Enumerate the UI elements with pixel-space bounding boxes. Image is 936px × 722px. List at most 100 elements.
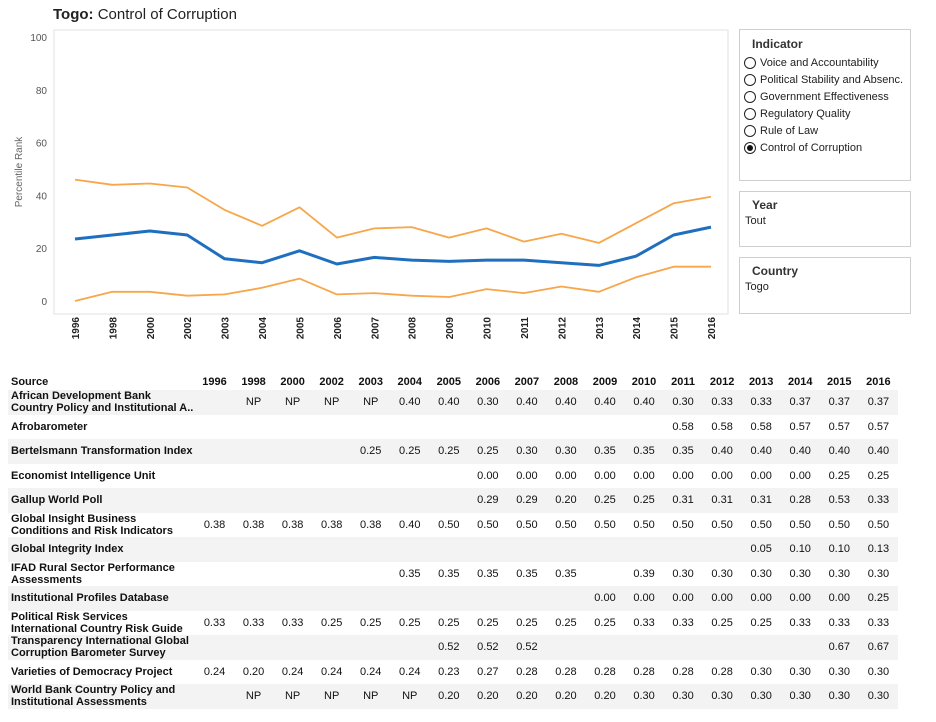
table-cell-value: 0.00 [516, 469, 538, 482]
indicator-option-label: Voice and Accountability [760, 56, 879, 69]
country-filter-value[interactable]: Togo [745, 281, 769, 293]
table-cell-value [507, 537, 547, 562]
indicator-option[interactable]: Voice and Accountability [744, 54, 904, 71]
table-cell-value: 0.35 [516, 567, 538, 580]
table-cell-value: 0.30 [867, 665, 890, 678]
table-header-year: 2009 [592, 375, 618, 388]
table-header-source: Source [11, 375, 49, 388]
table-cell-value [546, 635, 586, 660]
table-cell-value: 0.35 [585, 439, 625, 464]
radio-button-icon[interactable] [744, 107, 756, 120]
table-cell-value: 0.20 [507, 684, 547, 709]
source-data-table: Source 1996 1998 2000 2002 2003 2004 2005 2006 2… [8, 373, 898, 709]
table-cell-value: 0.40 [858, 439, 898, 464]
table-cell-value: 0.35 [663, 439, 703, 464]
year-filter-panel[interactable]: Year Tout [739, 191, 911, 247]
table-cell-value: 0.00 [585, 586, 625, 611]
table-cell-value [195, 415, 234, 440]
x-tick-label: 2002 [183, 317, 194, 340]
table-cell-value: 0.28 [711, 665, 733, 678]
table-cell-value [585, 635, 625, 660]
table-cell-value: 0.30 [711, 567, 733, 580]
radio-button-icon[interactable] [744, 124, 756, 137]
table-cell-value: 0.25 [711, 616, 733, 629]
table-cell-value: 0.25 [351, 439, 391, 464]
table-header-year: 2011 [671, 375, 696, 388]
table-cell-value: 0.30 [468, 390, 508, 415]
table-header-year: 2016 [866, 375, 891, 388]
table-cell-value [195, 439, 235, 464]
table-cell-value [468, 415, 507, 440]
table-cell-value: 0.25 [585, 488, 625, 513]
table-cell-value: 0.30 [672, 567, 694, 580]
table-cell-value [507, 586, 547, 611]
table-cell-value [312, 537, 352, 562]
radio-button-icon[interactable] [744, 56, 756, 69]
table-cell-value: 0.40 [585, 390, 625, 415]
table-cell-value: 0.52 [429, 635, 469, 660]
table-cell-value [429, 488, 469, 513]
table-cell-value: 0.24 [320, 665, 343, 678]
table-cell-value: 0.24 [281, 665, 304, 678]
indicator-option[interactable]: Control of Corruption [744, 139, 904, 156]
table-header-year: 2000 [280, 375, 305, 388]
table-cell-value: 0.25 [867, 469, 890, 482]
radio-button-icon[interactable] [744, 141, 756, 154]
table-cell-value [624, 635, 664, 660]
indicator-option[interactable]: Government Effectiveness [744, 88, 904, 105]
table-cell-value: NP [390, 684, 430, 709]
table-cell-value [312, 488, 352, 513]
table-header-year: 2007 [514, 375, 540, 388]
table-cell-value: 0.10 [780, 537, 820, 562]
table-header-year: 2003 [358, 375, 383, 388]
table-cell-value: 0.27 [477, 665, 499, 678]
table-cell-value [195, 635, 235, 660]
table-header-year: 2002 [319, 375, 344, 388]
country-filter-panel[interactable]: Country Togo [739, 257, 911, 314]
table-cell-value: 0.00 [750, 469, 772, 482]
table-cell-value: 0.39 [633, 567, 655, 580]
indicator-option[interactable]: Regulatory Quality [744, 105, 904, 122]
table-cell-value [663, 635, 703, 660]
table-header-year: 2013 [748, 375, 774, 388]
table-cell-value: 0.24 [360, 665, 382, 678]
table-row: Bertelsmann Transformation Index 0.25 0.25… [8, 439, 898, 464]
table-cell-value [741, 635, 781, 660]
table-cell-value: 0.50 [828, 518, 850, 531]
table-cell-value: 0.52 [507, 635, 547, 660]
table-cell-value: 0.30 [828, 665, 850, 678]
table-cell-source: Institutional Profiles Database [8, 586, 195, 611]
table-cell-value [585, 415, 624, 440]
table-cell-value: 0.40 [741, 439, 781, 464]
table-cell-value: 0.52 [468, 635, 508, 660]
table-cell-value: 0.33 [672, 616, 694, 629]
table-row: Institutional Profiles Database 0.00 0.00 0… [8, 586, 898, 611]
year-filter-value[interactable]: Tout [745, 215, 766, 227]
table-cell-value [351, 562, 390, 587]
table-cell-value: NP [273, 390, 313, 415]
table-header-year: 2010 [631, 375, 657, 388]
table-header-year: 2008 [553, 375, 579, 388]
table-cell-value: 0.31 [702, 488, 742, 513]
table-cell-value: 0.33 [789, 616, 811, 629]
table-header-year: 2012 [709, 375, 735, 388]
table-cell-source: Varieties of Democracy Project [11, 665, 173, 678]
radio-button-icon[interactable] [744, 90, 756, 103]
table-cell-value: 0.25 [516, 616, 538, 629]
plot-area-frame [53, 29, 729, 315]
table-cell-value: 0.00 [555, 469, 577, 482]
indicator-option[interactable]: Rule of Law [744, 122, 904, 139]
table-cell-value: 0.28 [516, 665, 538, 678]
radio-button-icon[interactable] [744, 73, 756, 86]
table-cell-value [273, 537, 313, 562]
x-tick-label: 2007 [370, 317, 381, 340]
indicator-option[interactable]: Political Stability and Absenc.. [744, 71, 904, 88]
table-cell-source: Transparency International Global Corrup… [8, 635, 195, 660]
table-row: IFAD Rural Sector Performance Assessment… [8, 562, 898, 587]
table-cell-value: 0.53 [819, 488, 859, 513]
table-cell-value: 0.38 [360, 518, 382, 531]
table-cell-value: 0.33 [633, 616, 655, 629]
table-cell-value [351, 586, 391, 611]
table-cell-value: 0.30 [663, 684, 703, 709]
table-cell-value: 0.20 [429, 684, 469, 709]
